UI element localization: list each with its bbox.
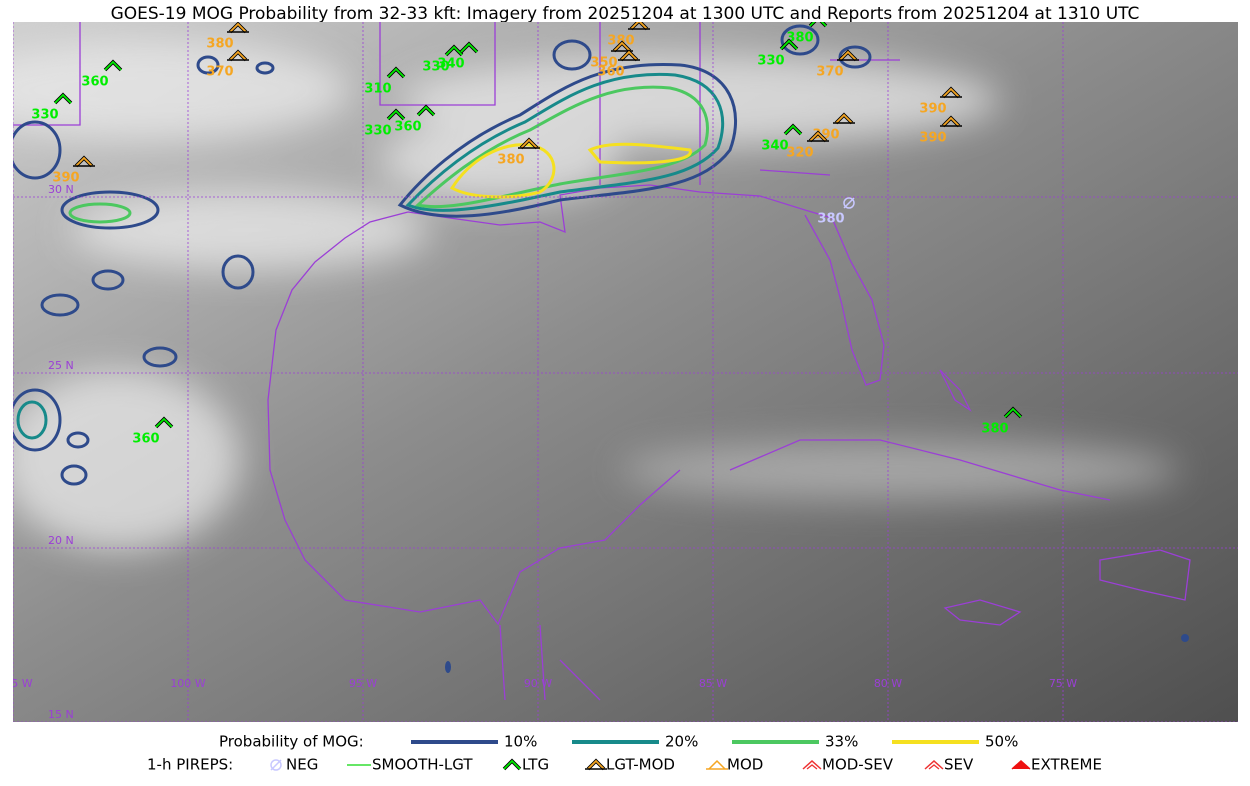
lon-label: 85 W bbox=[699, 677, 727, 690]
pirep-icon bbox=[839, 50, 857, 61]
pirep-icon bbox=[708, 759, 726, 770]
coastlines bbox=[13, 22, 1191, 701]
pirep-label: 320 bbox=[786, 146, 813, 161]
pirep-icon bbox=[587, 759, 605, 770]
lon-label: 105 W bbox=[0, 677, 33, 690]
pirep-label: 310 bbox=[364, 82, 391, 97]
pirep-icon bbox=[1004, 407, 1022, 418]
pirep-icon bbox=[924, 759, 944, 770]
lat-label: 20 N bbox=[48, 534, 74, 547]
legend: Probability of MOG: 10% 20% 33% 50% 1-h PIREP… bbox=[147, 733, 1102, 774]
pirep-icon bbox=[270, 759, 282, 771]
legend-label: LTG bbox=[522, 756, 549, 774]
lon-label: 75 W bbox=[1049, 677, 1077, 690]
lon-label: 80 W bbox=[874, 677, 902, 690]
legend-label: 20% bbox=[665, 733, 698, 751]
pirep-icon bbox=[780, 39, 798, 50]
pirep-label: 390 bbox=[919, 102, 946, 117]
pirep-icon bbox=[503, 759, 521, 770]
pirep-icon bbox=[928, 764, 940, 770]
legend-label: SMOOTH-LGT bbox=[372, 756, 473, 774]
pirep-icon bbox=[229, 22, 247, 33]
pirep-icon bbox=[843, 197, 855, 209]
legend-label: 10% bbox=[504, 733, 537, 751]
pirep-icon bbox=[806, 764, 818, 770]
pirep-icon bbox=[520, 138, 538, 149]
pirep-label: 360 bbox=[394, 120, 421, 135]
pirep-icon bbox=[155, 417, 173, 428]
pirep-label: 330 bbox=[364, 124, 391, 139]
pirep-label: 380 bbox=[497, 153, 524, 168]
pirep-icon bbox=[104, 60, 122, 71]
pirep-label: 380 bbox=[786, 31, 813, 46]
pirep-icon bbox=[445, 45, 463, 56]
lon-label: 90 W bbox=[524, 677, 552, 690]
pirep-icon bbox=[229, 50, 247, 61]
lat-label: 25 N bbox=[48, 359, 74, 372]
pirep-icon bbox=[387, 67, 405, 78]
pirep-icon bbox=[460, 42, 478, 53]
pirep-label: 330 bbox=[757, 54, 784, 69]
pirep-icon bbox=[784, 124, 802, 135]
pirep-icon bbox=[613, 41, 631, 52]
pirep-label: 390 bbox=[52, 171, 79, 186]
pirep-label: 370 bbox=[206, 65, 233, 80]
pirep-label: 330 bbox=[422, 60, 449, 75]
pirep-icon bbox=[843, 197, 855, 209]
pirep-label: 340 bbox=[761, 139, 788, 154]
legend-label: LGT-MOD bbox=[606, 756, 675, 774]
pirep-icon bbox=[630, 22, 648, 30]
pirep-icon bbox=[809, 131, 827, 142]
pirep-label: 350 bbox=[590, 56, 617, 71]
pirep-icon bbox=[620, 50, 638, 61]
mog-contours bbox=[13, 24, 1189, 673]
pirep-label: 380 bbox=[206, 37, 233, 52]
pirep-label: 380 bbox=[817, 212, 844, 227]
pirep-icon bbox=[942, 87, 960, 98]
pirep-icon bbox=[835, 113, 853, 124]
lat-label: 30 N bbox=[48, 183, 74, 196]
pirep-icon bbox=[802, 759, 822, 770]
pirep-icon bbox=[1011, 759, 1031, 770]
legend-label: MOD-SEV bbox=[822, 756, 894, 774]
legend-label: EXTREME bbox=[1031, 756, 1102, 774]
pirep-label: 360 bbox=[81, 75, 108, 90]
pirep-label: 370 bbox=[816, 65, 843, 80]
pirep-label: 390 bbox=[919, 131, 946, 146]
pirep-icon bbox=[54, 93, 72, 104]
pirep-label: 360 bbox=[597, 65, 624, 80]
pirep-label: 340 bbox=[437, 57, 464, 72]
pirep-label: 380 bbox=[981, 422, 1008, 437]
lon-label: 100 W bbox=[170, 677, 205, 690]
pirep-icon bbox=[417, 105, 435, 116]
legend-label: MOD bbox=[727, 756, 763, 774]
legend-label: NEG bbox=[286, 756, 318, 774]
pirep-label: 330 bbox=[31, 108, 58, 123]
legend-title: Probability of MOG: bbox=[219, 733, 364, 751]
legend-label: 50% bbox=[985, 733, 1018, 751]
legend-label: 33% bbox=[825, 733, 858, 751]
map: 30 N 25 N 20 N 15 N 105 W 100 W 95 W 90 W 85 W 80… bbox=[0, 22, 1238, 722]
pirep-icon bbox=[270, 759, 282, 771]
pirep-label: 380 bbox=[607, 34, 634, 49]
legend-label: SEV bbox=[944, 756, 974, 774]
lon-label: 95 W bbox=[349, 677, 377, 690]
pirep-icon bbox=[75, 156, 93, 167]
pirep-label: 390 bbox=[812, 128, 839, 143]
legend-title: 1-h PIREPS: bbox=[147, 756, 233, 774]
pirep-icon bbox=[387, 109, 405, 120]
pirep-label: 360 bbox=[132, 432, 159, 447]
title: GOES-19 MOG Probability from 32-33 kft: … bbox=[111, 4, 1140, 24]
pirep-icon bbox=[809, 22, 827, 27]
lat-label: 15 N bbox=[48, 708, 74, 721]
pirep-icon bbox=[942, 116, 960, 127]
grid: 30 N 25 N 20 N 15 N 105 W 100 W 95 W 90 W 85 W 80… bbox=[0, 22, 1238, 722]
